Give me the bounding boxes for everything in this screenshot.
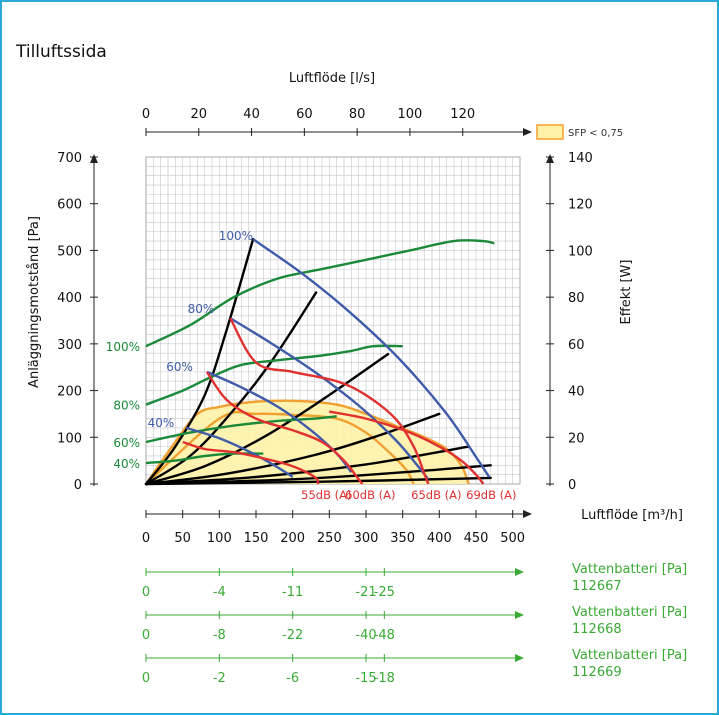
- battery-model: 112669: [572, 665, 622, 680]
- battery-tick-label: -11: [282, 585, 303, 600]
- fan-curve-label: 80%: [188, 302, 215, 316]
- battery-tick-label: -2: [213, 671, 226, 686]
- x-tick-label: 500: [500, 531, 525, 546]
- battery-model: 112668: [572, 622, 622, 637]
- y-tick-label: 700: [57, 151, 82, 166]
- y-tick-label: 0: [74, 478, 82, 493]
- x-axis-arrow: [523, 510, 532, 518]
- y2-tick-label: 80: [568, 291, 585, 306]
- battery-axes: 0-4-11-21-25Vattenbatteri [Pa]1126670-8-…: [142, 562, 687, 686]
- battery-model: 112667: [572, 579, 622, 594]
- battery-tick-label: 0: [142, 585, 150, 600]
- battery-axis-label: Vattenbatteri [Pa]: [572, 605, 687, 620]
- top-tick-label: 80: [349, 107, 366, 122]
- battery-tick-label: -4: [213, 585, 226, 600]
- top-axis-arrow: [523, 128, 532, 136]
- battery-tick-label: -48: [374, 628, 395, 643]
- battery-axis-label: Vattenbatteri [Pa]: [572, 562, 687, 577]
- y2-tick-label: 120: [568, 198, 593, 213]
- power-curve-label: 80%: [113, 399, 140, 413]
- power-curve-label: 100%: [106, 340, 140, 354]
- x-tick-label: 150: [244, 531, 269, 546]
- y2-axis-label: Effekt [W]: [619, 260, 634, 325]
- chart-title: Tilluftssida: [15, 42, 107, 62]
- x-tick-label: 450: [464, 531, 489, 546]
- top-tick-label: 20: [191, 107, 208, 122]
- sound-curve-label: 69dB (A): [466, 488, 516, 502]
- fan-curve-label: 40%: [148, 416, 175, 430]
- y-axis-label: Anläggningsmotstånd [Pa]: [27, 216, 42, 388]
- x-tick-label: 250: [317, 531, 342, 546]
- y2-tick-label: 20: [568, 431, 585, 446]
- battery-tick-label: -6: [286, 671, 299, 686]
- y2-tick-label: 0: [568, 478, 576, 493]
- x-tick-label: 0: [142, 531, 150, 546]
- x-tick-label: 400: [427, 531, 452, 546]
- top-axis-label: Luftflöde [l/s]: [289, 71, 375, 86]
- x-axis-label: Luftflöde [m³/h]: [581, 508, 683, 523]
- sound-curve-label: 65dB (A): [411, 488, 461, 502]
- y-tick-label: 400: [57, 291, 82, 306]
- x-tick-label: 100: [207, 531, 232, 546]
- battery-tick-label: -22: [282, 628, 303, 643]
- battery-tick-label: -25: [374, 585, 395, 600]
- battery-tick-label: 0: [142, 671, 150, 686]
- power-curve-label: 40%: [113, 457, 140, 471]
- y-tick-label: 200: [57, 385, 82, 400]
- y2-tick-label: 40: [568, 385, 585, 400]
- battery-tick-label: 0: [142, 628, 150, 643]
- fan-curve-label: 100%: [219, 229, 253, 243]
- y2-tick-label: 140: [568, 151, 593, 166]
- top-tick-label: 0: [142, 107, 150, 122]
- sound-curve-label: 55dB (A): [301, 488, 351, 502]
- battery-axis-label: Vattenbatteri [Pa]: [572, 648, 687, 663]
- battery-axis-arrow: [515, 568, 524, 576]
- y-axis-arrow: [90, 154, 98, 163]
- y-tick-label: 600: [57, 198, 82, 213]
- x-tick-label: 50: [174, 531, 191, 546]
- battery-axis-arrow: [515, 611, 524, 619]
- power-curve-100pct: [146, 240, 494, 346]
- y2-tick-label: 100: [568, 244, 593, 259]
- battery-axis-arrow: [515, 654, 524, 662]
- top-tick-label: 100: [398, 107, 423, 122]
- sound-curve-label: 60dB (A): [345, 488, 395, 502]
- top-tick-label: 40: [243, 107, 260, 122]
- sfp-legend-label: SFP < 0,75: [568, 128, 623, 139]
- battery-tick-label: -8: [213, 628, 226, 643]
- x-tick-label: 200: [280, 531, 305, 546]
- y2-axis-arrow: [546, 154, 554, 163]
- y-tick-label: 300: [57, 338, 82, 353]
- sfp-legend-swatch: [537, 125, 563, 139]
- battery-tick-label: -18: [374, 671, 395, 686]
- top-tick-label: 60: [296, 107, 313, 122]
- y2-tick-label: 60: [568, 338, 585, 353]
- x-tick-label: 350: [390, 531, 415, 546]
- power-curve-label: 60%: [113, 436, 140, 450]
- x-tick-label: 300: [354, 531, 379, 546]
- fan-curve-label: 60%: [166, 360, 193, 374]
- top-tick-label: 120: [450, 107, 475, 122]
- y-tick-label: 500: [57, 244, 82, 259]
- y-tick-label: 100: [57, 431, 82, 446]
- power-curve-80pct: [146, 346, 403, 405]
